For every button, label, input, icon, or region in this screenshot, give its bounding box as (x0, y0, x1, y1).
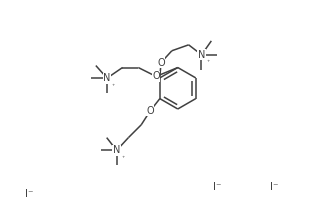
Text: ⁺: ⁺ (112, 84, 115, 89)
Text: N: N (198, 50, 205, 60)
Text: ⁺: ⁺ (122, 156, 125, 161)
Text: O: O (146, 106, 154, 116)
Text: N: N (103, 73, 110, 83)
Text: I⁻: I⁻ (270, 182, 279, 192)
Text: ⁺: ⁺ (206, 60, 210, 65)
Text: O: O (157, 58, 165, 67)
Text: O: O (152, 71, 160, 81)
Text: I⁻: I⁻ (25, 189, 34, 199)
Text: I⁻: I⁻ (213, 182, 221, 192)
Text: N: N (113, 145, 120, 155)
